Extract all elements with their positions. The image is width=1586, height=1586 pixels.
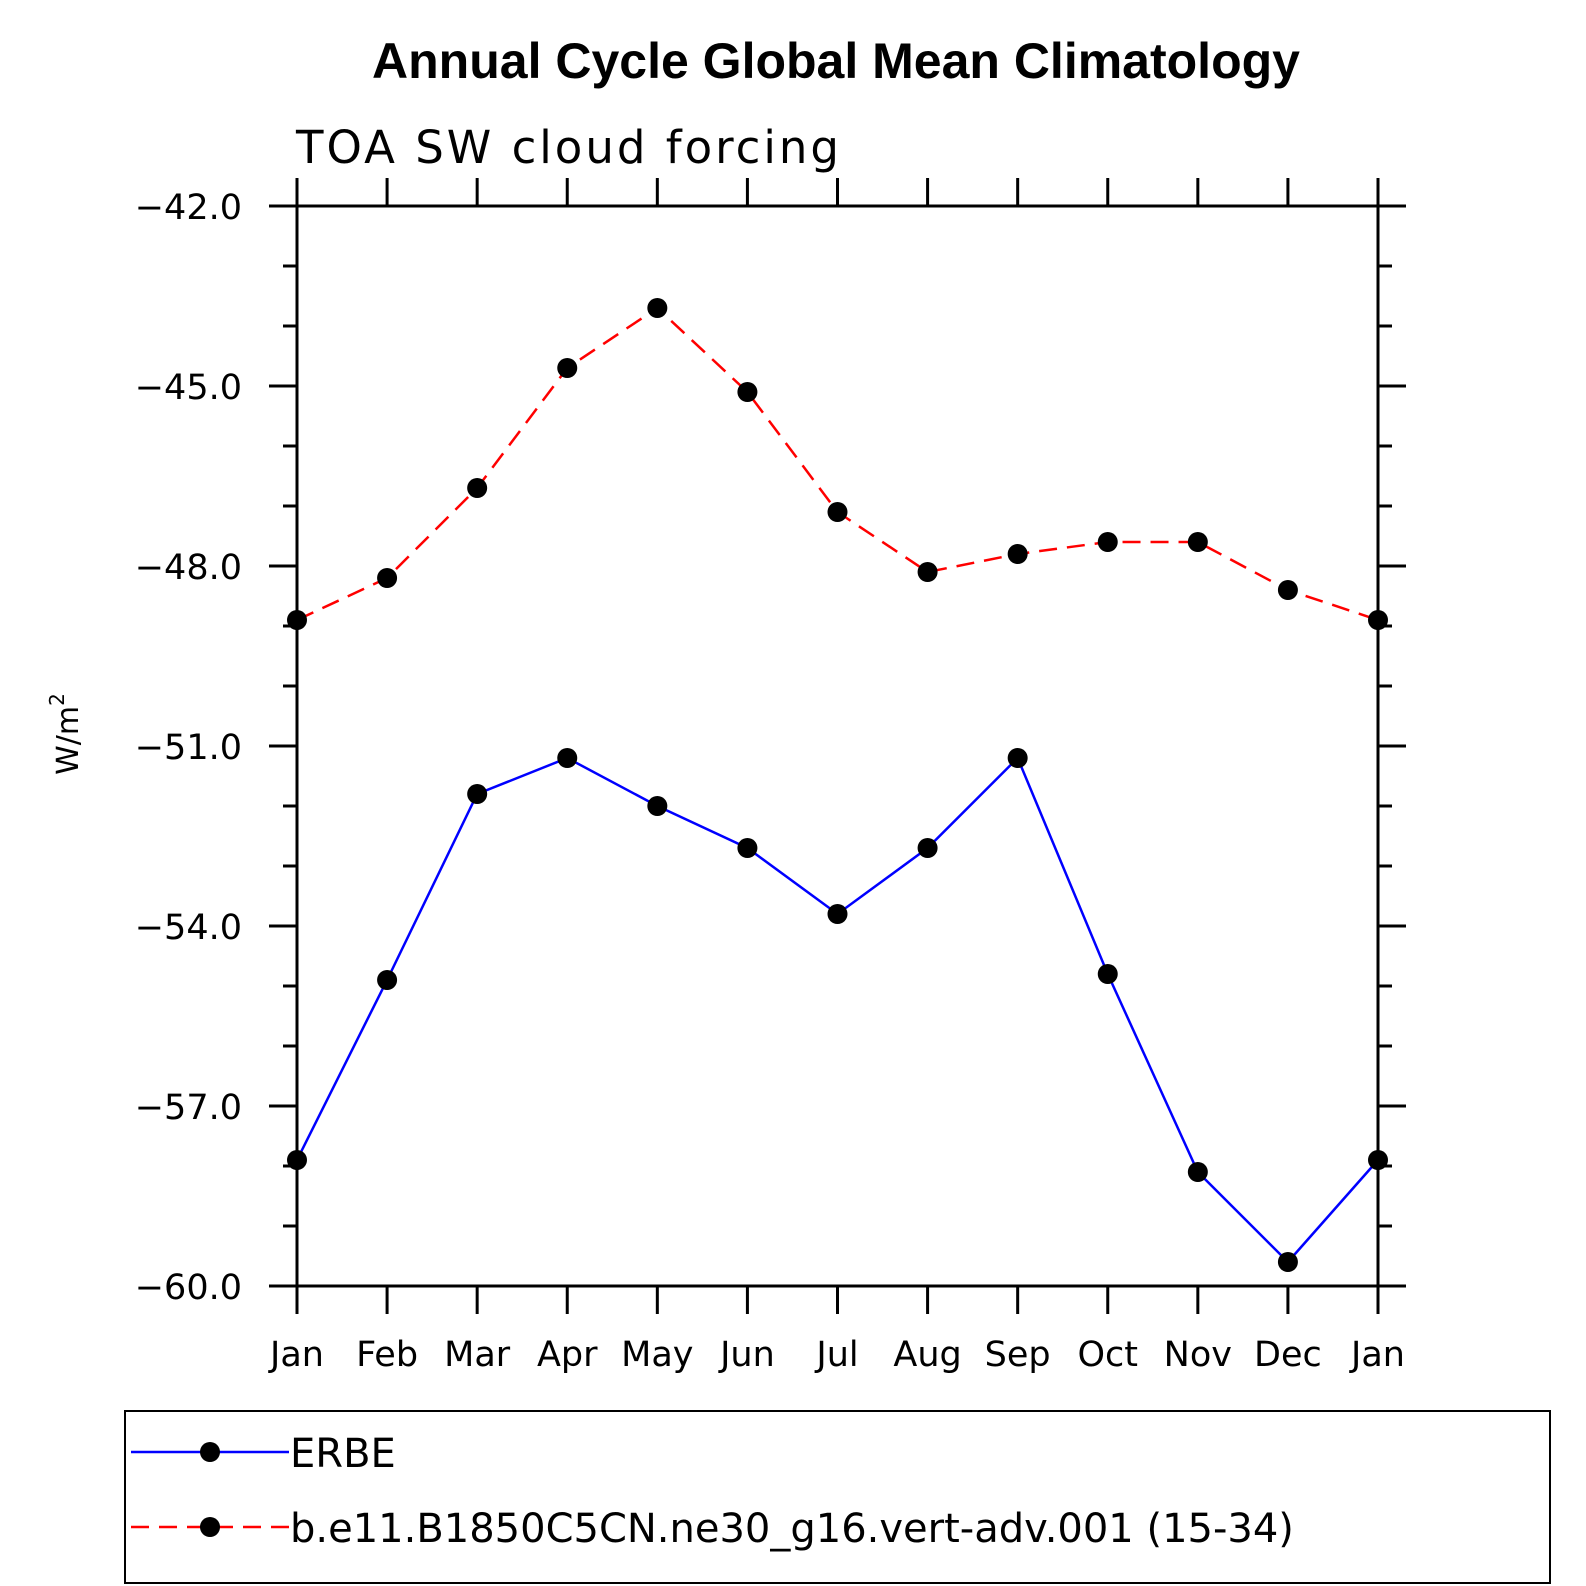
- y-tick-label: −60.0: [135, 1268, 242, 1308]
- chart-title: Annual Cycle Global Mean Climatology: [372, 33, 1300, 89]
- data-point-series-0: [467, 784, 488, 804]
- plot-frame: [295, 204, 1380, 1288]
- x-tick-label: Dec: [1254, 1335, 1322, 1375]
- legend-marker-model: [200, 1517, 220, 1537]
- x-tick-labels: Jan Feb Mar Apr May Jun Jul Aug Sep Oct Nov Dec Jan: [268, 1335, 1405, 1375]
- data-point-series-0: [1187, 1162, 1208, 1182]
- x-tick-label: Jun: [718, 1335, 775, 1375]
- data-point-series-0: [1368, 1150, 1388, 1170]
- x-tick-label: Jan: [268, 1335, 324, 1375]
- y-tick-labels: −42.0 −45.0 −48.0 −51.0 −54.0 −57.0 −60.0: [135, 188, 242, 1308]
- y-tick-label: −57.0: [135, 1088, 242, 1128]
- legend-box: [124, 1410, 1551, 1584]
- data-point-series-1: [647, 298, 668, 318]
- data-point-series-1: [1007, 544, 1028, 564]
- data-point-series-0: [1277, 1252, 1298, 1272]
- data-point-series-0: [1097, 964, 1118, 984]
- data-point-series-1: [377, 568, 398, 588]
- x-tick-label: Apr: [537, 1335, 598, 1375]
- y-axis-label-text: W/m: [51, 706, 86, 775]
- data-point-series-0: [287, 1150, 307, 1170]
- svg-text:W/m2: W/m2: [45, 693, 86, 775]
- series-markers: [287, 298, 1388, 1272]
- y-tick-label: −54.0: [135, 908, 242, 948]
- axis-ticks: [269, 178, 1406, 1314]
- legend: ERBE b.e11.B1850C5CN.ne30_g16.vert-adv.0…: [124, 1410, 1551, 1584]
- x-tick-label: Mar: [444, 1335, 511, 1375]
- x-tick-label: Nov: [1164, 1335, 1232, 1375]
- data-point-series-1: [917, 562, 938, 582]
- legend-marker-erbe: [200, 1442, 220, 1462]
- y-axis-label-superscript: 2: [45, 693, 69, 706]
- x-tick-label: Jul: [814, 1335, 858, 1375]
- data-point-series-1: [1187, 532, 1208, 552]
- chart-subtitle: TOA SW cloud forcing: [295, 121, 842, 174]
- data-point-series-0: [827, 904, 848, 924]
- data-point-series-1: [827, 502, 848, 522]
- x-tick-label: Jan: [1349, 1335, 1405, 1375]
- x-tick-label: Oct: [1077, 1335, 1138, 1375]
- data-point-series-1: [1368, 610, 1388, 630]
- y-tick-label: −45.0: [135, 368, 242, 408]
- y-axis-label: W/m2: [45, 693, 86, 775]
- y-tick-label: −51.0: [135, 728, 242, 768]
- series-line-1: [296, 306, 1379, 622]
- x-tick-label: May: [621, 1335, 693, 1375]
- data-point-series-1: [467, 478, 488, 498]
- y-tick-label: −48.0: [135, 548, 242, 588]
- x-tick-label: Feb: [356, 1335, 418, 1375]
- series-line-0: [295, 755, 1379, 1264]
- series-lines: [295, 306, 1379, 1264]
- x-tick-label: Aug: [893, 1335, 961, 1375]
- data-point-series-1: [1097, 532, 1118, 552]
- x-tick-label: Sep: [985, 1335, 1051, 1375]
- data-point-series-1: [287, 610, 307, 630]
- data-point-series-0: [557, 748, 578, 768]
- data-point-series-1: [737, 382, 758, 402]
- data-point-series-0: [737, 838, 758, 858]
- data-point-series-0: [647, 796, 668, 816]
- data-point-series-1: [1277, 580, 1298, 600]
- legend-label-erbe: ERBE: [290, 1431, 396, 1477]
- data-point-series-0: [917, 838, 938, 858]
- data-point-series-0: [1007, 748, 1028, 768]
- data-point-series-1: [557, 358, 578, 378]
- legend-label-model: b.e11.B1850C5CN.ne30_g16.vert-adv.001 (1…: [290, 1506, 1294, 1552]
- y-tick-label: −42.0: [135, 188, 242, 228]
- data-point-series-0: [377, 970, 398, 990]
